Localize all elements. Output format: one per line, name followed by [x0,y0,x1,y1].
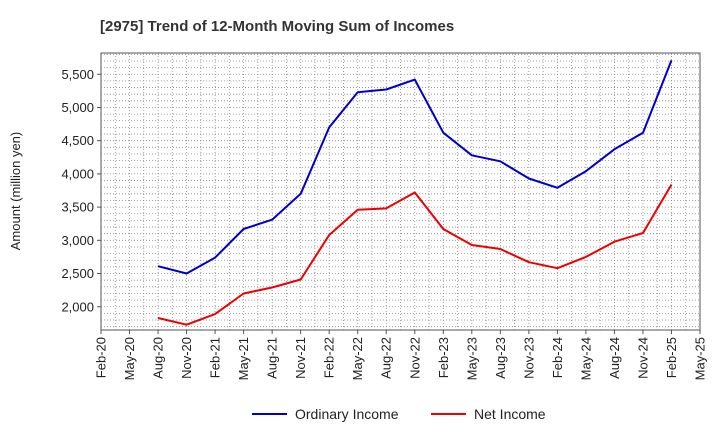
x-tick-label: Nov-24 [635,337,650,379]
x-tick-label: Feb-22 [322,337,337,378]
x-tick-label: Feb-23 [436,337,451,378]
x-tick-label: May-25 [693,337,708,380]
series-line-ordinary-income [157,59,673,275]
x-tick-label: Feb-25 [664,337,679,378]
x-tick-label: Nov-20 [179,337,194,379]
x-tick-label: Feb-20 [94,337,109,378]
x-tick-label: May-20 [122,337,137,380]
legend-label-net-income: Net Income [474,406,546,422]
series-line-net-income [157,183,673,326]
y-tick-label: 3,500 [61,200,94,215]
x-tick-label: Aug-21 [265,337,280,379]
series-lines [157,59,673,326]
y-axis-label: Amount (million yen) [8,132,23,251]
x-tick-label: Aug-24 [607,337,622,379]
x-tick-label: Feb-24 [550,337,565,378]
y-tick-label: 5,000 [61,100,94,115]
legend: Ordinary Income Net Income [252,406,546,422]
x-tick-label: Nov-21 [293,337,308,379]
x-tick-label: May-23 [464,337,479,380]
x-tick-label: May-24 [578,337,593,380]
y-tick-label: 2,000 [61,299,94,314]
y-tick-label: 5,500 [61,67,94,82]
y-tick-label: 2,500 [61,266,94,281]
x-tick-label: Aug-22 [379,337,394,379]
x-tick-label: May-22 [350,337,365,380]
y-tick-label: 4,500 [61,133,94,148]
x-axis-ticks: Feb-20 May-20 Aug-20 Nov-20 Feb-21 May-21 Aug-… [94,330,708,380]
x-tick-label: Aug-23 [493,337,508,379]
y-axis-ticks: 2,000 2,500 3,000 3,500 4,000 4,500 5,000 5,500 [61,67,101,314]
x-tick-label: Nov-23 [521,337,536,379]
x-tick-label: May-21 [236,337,251,380]
chart-title: [2975] Trend of 12-Month Moving Sum of I… [100,18,454,35]
y-tick-label: 4,000 [61,166,94,181]
x-tick-label: Nov-22 [407,337,422,379]
plot-area [100,52,701,331]
y-tick-label: 3,000 [61,233,94,248]
legend-label-ordinary-income: Ordinary Income [295,406,399,422]
x-tick-label: Feb-21 [208,337,223,378]
y-gridlines [101,53,700,328]
x-gridlines [114,53,687,330]
x-tick-label: Aug-20 [151,337,166,379]
